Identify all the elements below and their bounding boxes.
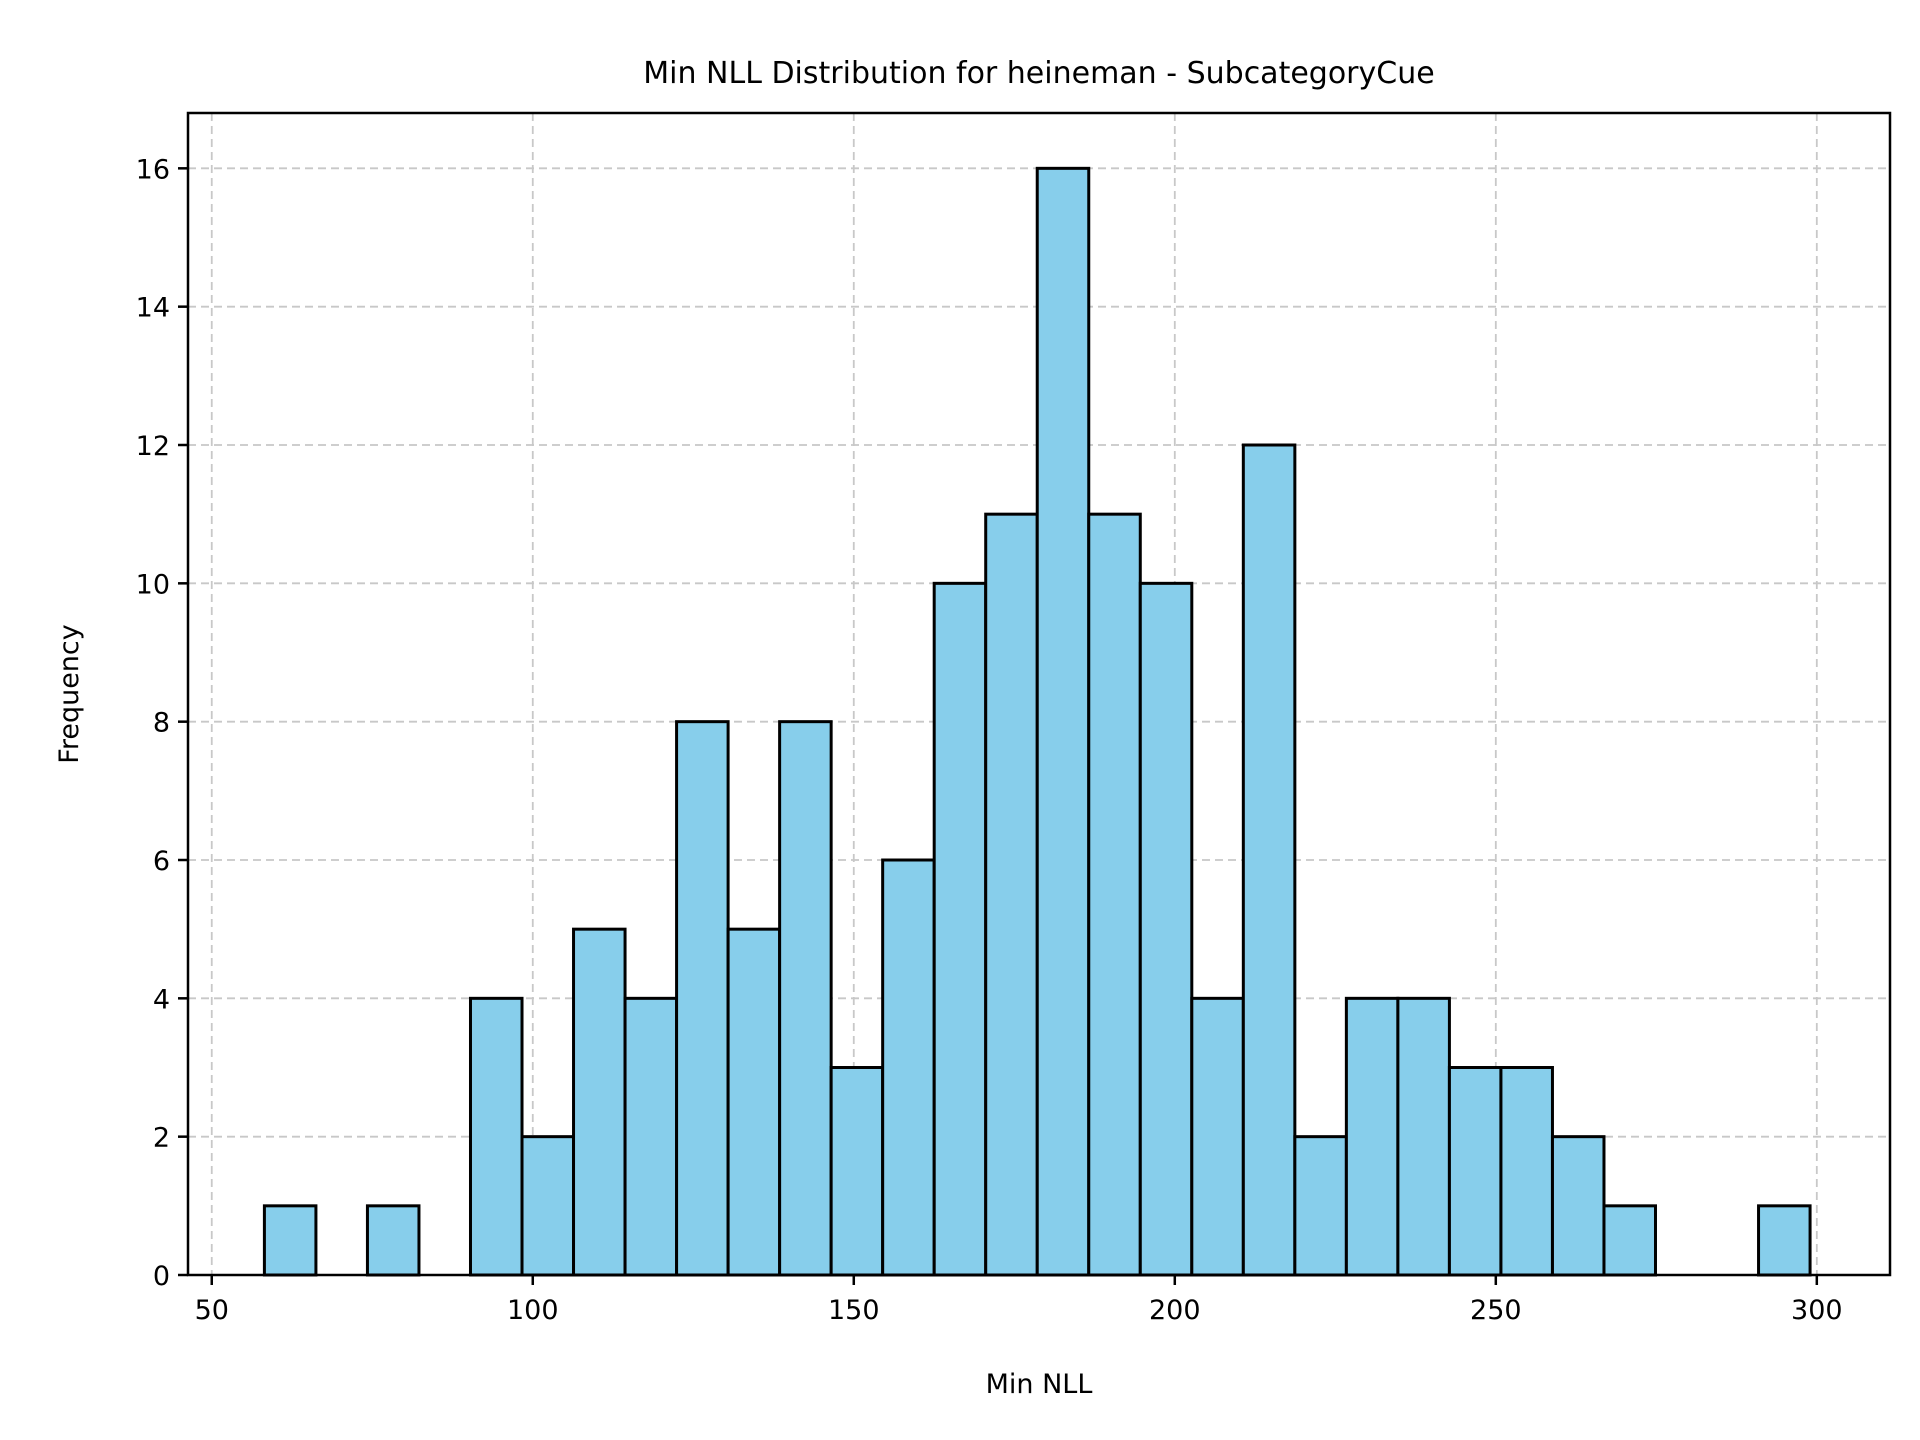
histogram-bar <box>778 720 833 1277</box>
y-tick-label: 14 <box>136 293 170 324</box>
histogram-bar <box>520 1135 576 1277</box>
x-axis-label: Min NLL <box>986 1369 1093 1400</box>
histogram-bar <box>1190 996 1245 1277</box>
y-tick-label: 16 <box>136 154 170 185</box>
y-tick-label: 6 <box>153 846 170 877</box>
histogram-bar <box>932 581 988 1277</box>
histogram-bars <box>262 166 1812 1277</box>
x-tick-label: 250 <box>1470 1295 1522 1326</box>
histogram-bar <box>1035 166 1091 1277</box>
histogram-bar <box>468 996 524 1277</box>
y-tick-label: 4 <box>153 984 170 1015</box>
histogram-bar <box>623 996 679 1277</box>
x-tick-label: 300 <box>1791 1295 1843 1326</box>
histogram-bar <box>984 512 1039 1277</box>
histogram-bar <box>1344 996 1400 1277</box>
histogram-bar <box>1447 1066 1503 1277</box>
y-tick-label: 8 <box>153 708 170 739</box>
histogram-bar <box>572 927 627 1277</box>
histogram-bar <box>365 1204 421 1277</box>
plot-frame <box>186 111 1892 1277</box>
histogram-bar <box>262 1204 318 1277</box>
histogram-bar <box>1499 1066 1554 1277</box>
x-tick-label: 200 <box>1149 1295 1201 1326</box>
y-tick-label: 10 <box>136 569 170 600</box>
histogram-bar <box>829 1066 885 1277</box>
y-tick-label: 12 <box>136 431 170 462</box>
x-tick-label: 100 <box>507 1295 559 1326</box>
histogram-bar <box>1396 996 1451 1277</box>
y-tick-label: 2 <box>153 1123 170 1154</box>
y-tick-label: 0 <box>153 1261 170 1292</box>
histogram-bar <box>1550 1135 1606 1277</box>
axis-ticks: 50 100 150 200 250 300 0 2 4 6 8 10 12 14 16 <box>136 154 1843 1326</box>
histogram-bar <box>1293 1135 1348 1277</box>
histogram-bar <box>726 927 782 1277</box>
histogram-bar <box>1757 1204 1812 1277</box>
y-axis-label: Frequency <box>54 624 85 764</box>
histogram-bar <box>1087 512 1142 1277</box>
histogram-bar <box>1241 443 1297 1277</box>
histogram-bar <box>1602 1204 1658 1277</box>
histogram-bar <box>1138 581 1194 1277</box>
histogram-bar <box>881 858 936 1277</box>
x-tick-label: 50 <box>195 1295 229 1326</box>
histogram-bar <box>675 720 730 1277</box>
chart-title: Min NLL Distribution for heineman - Subc… <box>643 56 1434 91</box>
x-tick-label: 150 <box>828 1295 880 1326</box>
